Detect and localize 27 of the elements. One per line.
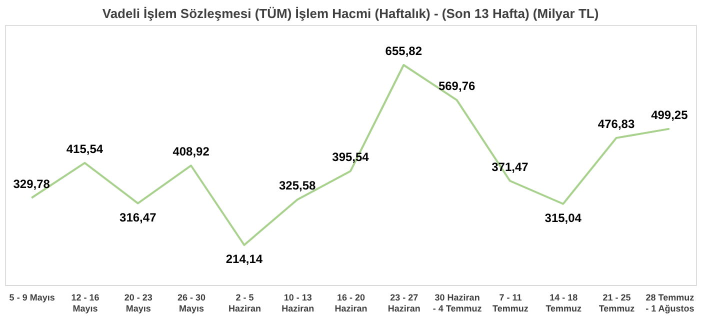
- x-tick-label: 26 - 30 Mayıs: [178, 292, 206, 314]
- data-label: 214,14: [226, 252, 263, 266]
- data-label: 395,54: [332, 150, 370, 164]
- data-label: 408,92: [172, 144, 210, 159]
- x-tick-label: 2 - 5 Haziran: [228, 292, 261, 314]
- x-tick-label: 5 - 9 Mayıs: [9, 292, 55, 302]
- x-tick-label: 12 - 16 Mayıs: [71, 292, 100, 314]
- data-label: 655,82: [385, 44, 422, 58]
- data-label: 569,76: [438, 79, 476, 94]
- data-label: 329,78: [13, 176, 50, 191]
- data-label: 315,04: [544, 210, 582, 225]
- data-label: 371,47: [492, 160, 529, 174]
- x-tick-label: 28 Temmuz - 1 Ağustos: [646, 292, 695, 314]
- x-tick-label: 10 - 13 Haziran: [282, 292, 314, 314]
- x-tick-label: 20 - 23 Mayıs: [124, 292, 152, 314]
- x-tick-label: 14 - 18 Temmuz: [546, 292, 582, 314]
- x-tick-label: 7 - 11 Temmuz: [492, 292, 529, 314]
- data-label: 325,58: [278, 178, 316, 193]
- data-label: 415,54: [66, 142, 104, 156]
- x-tick-label: 21 - 25 Temmuz: [598, 292, 636, 314]
- data-label: 476,83: [598, 116, 635, 131]
- chart-title: Vadeli İşlem Sözleşmesi (TÜM) İşlem Hacmi (Haftalık) - (Son 13 Hafta) (Milyar TL): [102, 6, 599, 21]
- data-label: 499,25: [651, 108, 688, 122]
- data-label: 316,47: [120, 210, 157, 224]
- x-tick-label: 23 - 27 Haziran: [388, 292, 420, 314]
- x-tick-label: 30 Haziran - 4 Temmuz: [432, 292, 482, 314]
- x-tick-label: 16 - 20 Haziran: [334, 292, 368, 314]
